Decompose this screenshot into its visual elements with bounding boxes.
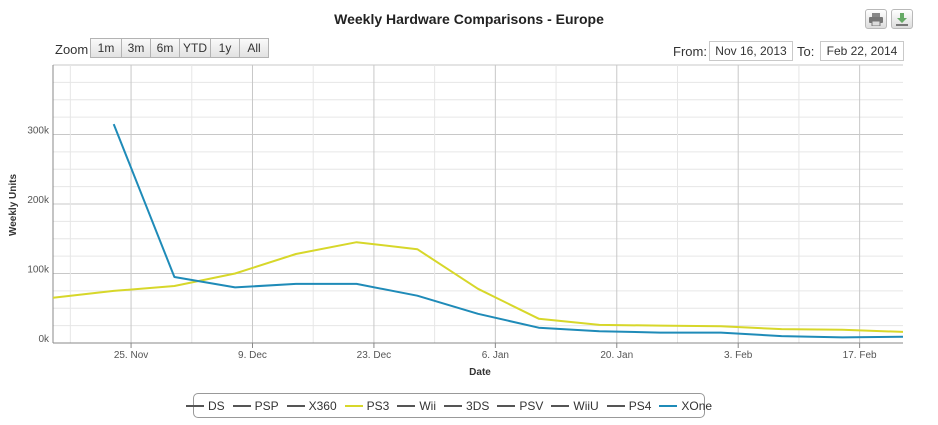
legend-item-x360[interactable]: X360 bbox=[286, 398, 337, 413]
from-date-input[interactable]: Nov 16, 2013 bbox=[709, 41, 793, 61]
from-label: From: bbox=[673, 44, 707, 59]
legend-label: WiiU bbox=[573, 398, 599, 413]
legend-label: DS bbox=[207, 398, 225, 413]
legend-item-ds[interactable]: DS bbox=[185, 398, 225, 413]
x-tick-label: 25. Nov bbox=[114, 350, 148, 361]
legend-label: XOne bbox=[681, 398, 713, 413]
x-tick-label: 23. Dec bbox=[357, 350, 391, 361]
y-tick-label: 0k bbox=[38, 334, 50, 345]
export-button[interactable] bbox=[891, 9, 913, 29]
legend-item-wii[interactable]: Wii bbox=[397, 399, 436, 413]
zoom-3m-button[interactable]: 3m bbox=[121, 38, 151, 58]
legend-item-ps3[interactable]: PS3 bbox=[344, 398, 390, 413]
legend-label: PSP bbox=[254, 398, 279, 413]
zoom-label: Zoom bbox=[55, 42, 89, 57]
legend-swatch bbox=[606, 404, 625, 407]
legend-item-xone[interactable]: XOne bbox=[659, 399, 712, 413]
legend-label: 3DS bbox=[466, 398, 490, 413]
legend-label: PS3 bbox=[366, 398, 390, 413]
legend-label: PSV bbox=[519, 398, 544, 413]
legend-swatch bbox=[551, 404, 570, 407]
legend-item-psv[interactable]: PSV bbox=[497, 399, 543, 413]
export-icon bbox=[896, 12, 908, 26]
x-tick-label: 20. Jan bbox=[600, 350, 633, 361]
legend-swatch bbox=[185, 404, 204, 407]
to-date-input[interactable]: Feb 22, 2014 bbox=[820, 41, 904, 61]
legend-label: X360 bbox=[308, 398, 337, 413]
legend-item-psp[interactable]: PSP bbox=[232, 398, 279, 413]
print-button[interactable] bbox=[865, 9, 887, 29]
legend-label: Wii bbox=[419, 398, 437, 413]
x-tick-label: 6. Jan bbox=[482, 350, 509, 361]
legend-swatch bbox=[344, 404, 363, 407]
x-tick-label: 9. Dec bbox=[238, 350, 267, 361]
legend-item-wiiu[interactable]: WiiU bbox=[551, 398, 599, 413]
x-tick-label: 17. Feb bbox=[843, 350, 877, 361]
zoom-button-group: 1m 3m 6m YTD 1y All bbox=[90, 38, 269, 58]
legend-swatch bbox=[286, 404, 305, 407]
chart-title: Weekly Hardware Comparisons - Europe bbox=[334, 11, 604, 27]
legend-swatch bbox=[444, 404, 463, 407]
y-tick-label: 200k bbox=[27, 195, 50, 206]
legend: DS PSP X360 PS3 Wii 3DS PSV WiiU PS4 XOne bbox=[185, 393, 712, 418]
x-tick-label: 3. Feb bbox=[724, 350, 753, 361]
print-icon bbox=[869, 12, 883, 26]
y-axis-title: Weekly Units bbox=[8, 174, 19, 236]
zoom-all-button[interactable]: All bbox=[239, 38, 269, 58]
y-tick-label: 100k bbox=[27, 265, 50, 276]
legend-label: PS4 bbox=[628, 398, 652, 413]
series-line-ps3[interactable] bbox=[52, 241, 904, 333]
legend-swatch bbox=[397, 404, 416, 407]
zoom-6m-button[interactable]: 6m bbox=[150, 38, 180, 58]
y-tick-label: 300k bbox=[27, 126, 50, 137]
legend-swatch bbox=[232, 404, 251, 407]
legend-item-ps4[interactable]: PS4 bbox=[606, 398, 652, 413]
series-line-xone[interactable] bbox=[112, 123, 904, 339]
to-label: To: bbox=[797, 44, 815, 59]
x-axis-title: Date bbox=[469, 367, 491, 378]
legend-swatch bbox=[497, 404, 516, 407]
legend-item-3ds[interactable]: 3DS bbox=[444, 399, 489, 413]
legend-swatch bbox=[659, 404, 678, 407]
